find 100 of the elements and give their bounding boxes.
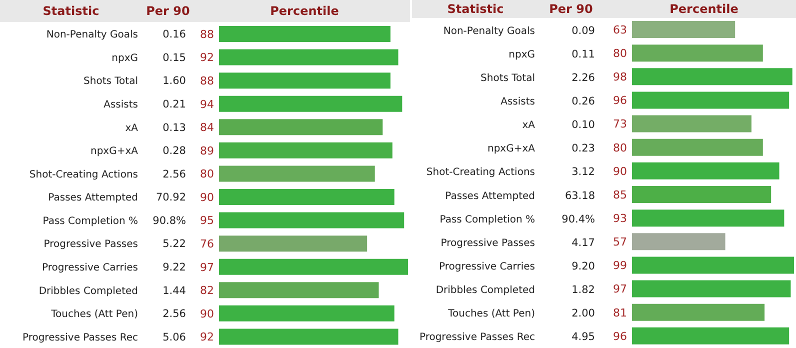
text: 0.26: [572, 96, 596, 108]
bar: [632, 162, 780, 180]
text: 70.92: [156, 192, 186, 204]
data-label: 63: [613, 23, 627, 36]
y-tick-label: Shot-Creating Actions: [426, 167, 535, 178]
bar: [632, 327, 790, 344]
text: 2.26: [572, 72, 596, 84]
y-tick-label: Shots Total: [480, 72, 535, 84]
y-axis-title: Statistic: [42, 3, 100, 20]
bar: [632, 186, 772, 203]
bar: [632, 280, 791, 298]
text: 90.8%: [152, 214, 186, 227]
data-label: 97: [613, 282, 627, 296]
bar: [219, 142, 392, 158]
text: 0.09: [572, 24, 595, 37]
y-tick-label: Assists: [500, 96, 535, 108]
text: 4.95: [572, 331, 595, 344]
y-axis-title: Statistic: [446, 1, 505, 18]
data-label: 57: [613, 236, 627, 249]
text: 0.28: [162, 145, 186, 158]
bar: [219, 282, 379, 298]
text: 9.22: [162, 262, 186, 274]
y-tick-label: Progressive Passes Rec: [419, 332, 535, 344]
text: 5.22: [162, 238, 186, 250]
text: 1.44: [162, 284, 186, 297]
y-tick-label: xA: [522, 120, 536, 132]
y-tick-label: Dribbles Completed: [38, 286, 138, 297]
text: 1.82: [572, 284, 595, 296]
bar: [632, 138, 763, 156]
bar: [219, 72, 390, 89]
y-tick-label: xA: [125, 122, 138, 134]
data-label: 80: [200, 168, 214, 181]
data-label: 92: [200, 330, 214, 344]
bar: [632, 44, 763, 62]
bar: [219, 96, 402, 112]
text: 0.23: [572, 142, 595, 155]
text: 63.18: [564, 190, 595, 202]
text: 4.17: [572, 236, 595, 249]
data-label: 81: [613, 306, 627, 320]
data-label: 90: [200, 190, 214, 204]
bar: [219, 236, 368, 252]
bar: [632, 92, 790, 109]
bar: [632, 21, 736, 38]
bar: [219, 166, 375, 182]
text: 0.16: [162, 28, 186, 41]
data-label: 92: [200, 51, 214, 64]
data-label: 96: [613, 330, 627, 343]
bar: [219, 189, 394, 205]
y-tick-label: Progressive Passes: [440, 238, 535, 249]
y-tick-label: Pass Completion %: [440, 214, 535, 226]
text: Per 90: [145, 3, 191, 20]
data-label: 73: [613, 118, 627, 131]
data-label: 88: [200, 28, 214, 41]
y-tick-label: Dribbles Completed: [436, 285, 535, 296]
y-tick-label: Passes Attempted: [48, 192, 138, 204]
y-tick-label: Progressive Carries: [438, 262, 535, 272]
data-label: 95: [200, 214, 214, 228]
data-label: 89: [200, 144, 214, 158]
text: 2.56: [162, 168, 186, 180]
y-tick-label: Assists: [104, 100, 138, 110]
x-axis-title: Percentile: [269, 3, 340, 20]
x-axis-title: Percentile: [668, 1, 740, 18]
data-label: 82: [200, 284, 214, 298]
data-label: 85: [613, 188, 627, 202]
bar: [632, 256, 794, 274]
y-tick-label: Progressive Passes Rec: [22, 332, 138, 344]
text: 90.4%: [562, 213, 596, 226]
text: 9.20: [572, 260, 595, 272]
y-tick-label: Progressive Passes: [44, 239, 138, 250]
text: 0.21: [162, 98, 186, 110]
text: 5.06: [162, 331, 186, 344]
text: 1.60: [162, 75, 186, 88]
data-label: 97: [200, 260, 214, 274]
bar: [632, 233, 726, 250]
y-tick-label: npxG+xA: [488, 144, 536, 155]
y-tick-label: Passes Attempted: [445, 190, 535, 202]
data-label: 88: [200, 74, 214, 88]
bar: [219, 119, 383, 136]
bar: [632, 115, 752, 132]
text: 3.12: [572, 166, 595, 178]
text: 2.00: [572, 308, 595, 320]
data-label: 96: [613, 94, 627, 108]
data-label: 99: [613, 259, 627, 272]
data-label: 84: [200, 121, 214, 134]
bar: [219, 212, 404, 228]
bar: [632, 210, 784, 227]
y-tick-label: Touches (Att Pen): [50, 309, 138, 320]
data-label: 80: [613, 46, 627, 60]
bar: [632, 304, 765, 321]
data-label: 94: [200, 98, 214, 111]
y-tick-label: Progressive Carries: [42, 262, 138, 274]
text: 0.15: [162, 52, 186, 64]
data-label: 93: [613, 212, 627, 225]
data-label: 90: [200, 307, 214, 320]
bar: [219, 328, 398, 345]
y-tick-label: Non-Penalty Goals: [46, 30, 138, 41]
text: 0.13: [162, 122, 186, 134]
bar: [219, 258, 408, 275]
bar: [632, 68, 792, 86]
text: 2.56: [162, 308, 186, 320]
